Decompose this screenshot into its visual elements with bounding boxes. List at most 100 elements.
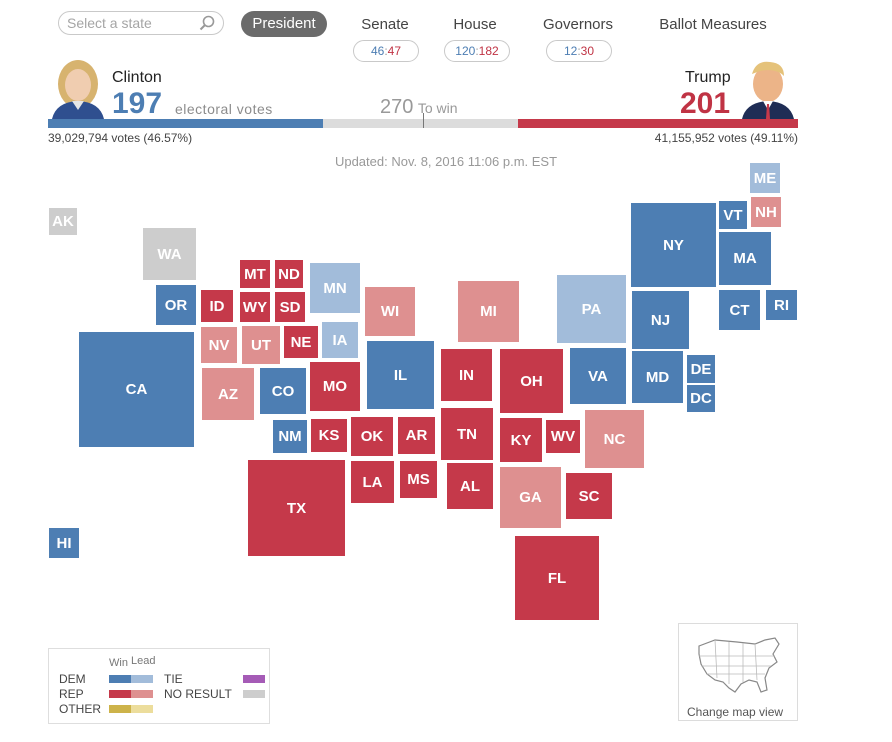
search-icon[interactable] [199,15,215,31]
state-va[interactable]: VA [570,348,626,404]
tab-ballot-measures[interactable]: Ballot Measures [659,16,767,33]
state-wa[interactable]: WA [143,228,196,280]
governors-count-pill[interactable]: 12:30 [546,40,612,62]
state-pa[interactable]: PA [557,275,626,343]
state-fl[interactable]: FL [515,536,599,620]
state-nv[interactable]: NV [201,327,237,363]
legend-lead-label: Lead [131,655,156,667]
legend-dem-label: DEM [59,672,86,686]
map-legend: Win Lead DEM REP OTHER TIE NO RESULT [48,648,270,724]
state-ak[interactable]: AK [49,208,77,235]
state-ky[interactable]: KY [500,418,542,462]
trump-electoral-votes: 201 [680,87,731,120]
legend-dem-win-swatch [109,675,131,683]
updated-timestamp: Updated: Nov. 8, 2016 11:06 p.m. EST [334,154,558,169]
state-id[interactable]: ID [201,290,233,322]
senate-count-pill[interactable]: 46:47 [353,40,419,62]
state-ma[interactable]: MA [719,232,771,285]
state-ms[interactable]: MS [400,461,437,498]
state-wv[interactable]: WV [546,420,580,453]
state-ks[interactable]: KS [311,419,347,452]
state-mn[interactable]: MN [310,263,360,313]
electoral-votes-label: electoral votes [175,101,273,117]
state-de[interactable]: DE [687,355,715,383]
state-tn[interactable]: TN [441,408,493,460]
legend-no-result-label: NO RESULT [164,687,232,701]
to-win-marker [423,113,424,128]
state-nj[interactable]: NJ [632,291,689,349]
legend-no-result-swatch [243,690,265,698]
clinton-progress-bar [48,119,323,128]
clinton-electoral-votes: 197 [112,87,163,120]
legend-other-lead-swatch [131,705,153,713]
state-mt[interactable]: MT [240,260,270,288]
trump-popular-vote: 41,155,952 votes (49.11%) [654,131,798,145]
house-dem-count: 120 [455,44,476,58]
state-tx[interactable]: TX [248,460,345,556]
to-win-label: To win [417,100,458,116]
state-in[interactable]: IN [441,349,492,401]
state-ia[interactable]: IA [322,322,358,358]
state-ri[interactable]: RI [766,290,797,320]
tab-governors[interactable]: Governors [542,16,614,33]
state-wy[interactable]: WY [240,292,270,322]
legend-dem-lead-swatch [131,675,153,683]
change-map-view-button[interactable]: Change map view [678,623,798,721]
state-al[interactable]: AL [447,463,493,509]
state-ar[interactable]: AR [398,417,435,454]
governors-dem-count: 12 [563,44,578,58]
state-la[interactable]: LA [351,461,394,503]
us-map-thumbnail-icon [698,637,780,693]
clinton-popular-vote: 39,029,794 votes (46.57%) [48,131,193,145]
state-ca[interactable]: CA [79,332,194,447]
legend-rep-lead-swatch [131,690,153,698]
state-ok[interactable]: OK [351,417,393,456]
legend-win-label: Win [109,657,128,669]
state-ne[interactable]: NE [284,326,318,358]
clinton-name: Clinton [112,69,162,86]
state-sd[interactable]: SD [275,292,305,322]
legend-other-label: OTHER [59,702,101,716]
state-search[interactable] [58,11,224,35]
state-oh[interactable]: OH [500,349,563,413]
state-md[interactable]: MD [632,351,683,403]
state-nd[interactable]: ND [275,260,303,288]
state-wi[interactable]: WI [365,287,415,336]
state-or[interactable]: OR [156,285,196,325]
state-ut[interactable]: UT [242,326,280,364]
to-win-indicator: 270 To win [380,96,458,119]
state-me[interactable]: ME [750,163,780,193]
legend-other-win-swatch [109,705,131,713]
legend-rep-win-swatch [109,690,131,698]
state-az[interactable]: AZ [202,368,254,420]
legend-tie-label: TIE [164,672,183,686]
trump-photo [742,61,794,119]
state-dc[interactable]: DC [687,385,715,412]
house-count-pill[interactable]: 120:182 [444,40,510,62]
legend-tie-swatch [243,675,265,683]
legend-rep-label: REP [59,687,84,701]
tab-house[interactable]: House [453,16,497,33]
state-vt[interactable]: VT [719,201,747,229]
state-mo[interactable]: MO [310,362,360,411]
state-ct[interactable]: CT [719,290,760,330]
state-nc[interactable]: NC [585,410,644,468]
state-sc[interactable]: SC [566,473,612,519]
state-mi[interactable]: MI [458,281,519,342]
search-input[interactable] [67,15,195,31]
senate-dem-count: 46 [370,44,385,58]
state-ny[interactable]: NY [631,203,716,287]
tab-president[interactable]: President [241,11,327,37]
tab-senate[interactable]: Senate [361,16,409,33]
state-nh[interactable]: NH [751,197,781,227]
state-co[interactable]: CO [260,368,306,414]
senate-rep-count: 47 [387,44,402,58]
state-ga[interactable]: GA [500,467,561,528]
state-hi[interactable]: HI [49,528,79,558]
house-rep-count: 182 [478,44,499,58]
state-il[interactable]: IL [367,341,434,409]
state-nm[interactable]: NM [273,420,307,453]
change-map-view-label: Change map view [687,705,784,719]
governors-rep-count: 30 [580,44,595,58]
clinton-photo [52,60,104,119]
